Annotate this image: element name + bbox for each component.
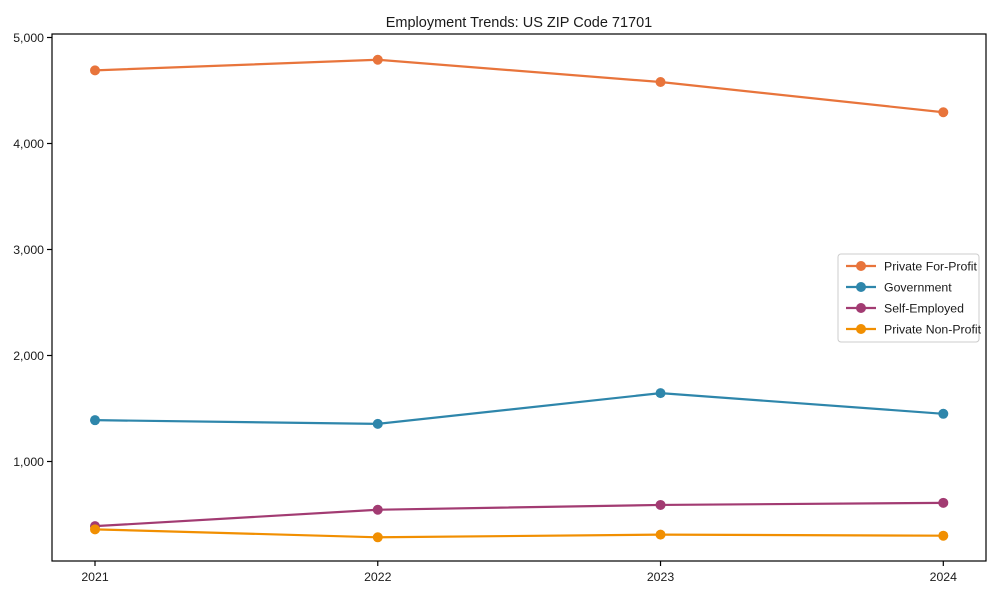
legend-entry-label: Self-Employed [884,301,964,315]
series-line-government [93,392,945,425]
x-axis-tick-label: 2024 [930,570,958,584]
x-axis-tick-label: 2023 [647,570,675,584]
legend-marker-icon [856,303,866,313]
data-point-marker [372,418,383,429]
legend-entry-label: Private For-Profit [884,259,978,273]
data-point-marker [655,388,666,399]
y-axis-tick-label: 2,000 [13,349,44,363]
data-point-marker [655,77,666,88]
y-axis-tick-label: 5,000 [13,31,44,45]
data-point-marker [372,532,383,543]
legend-entry-label: Government [884,280,952,294]
data-point-marker [938,408,949,419]
legend-marker-icon [856,324,866,334]
legend-box [837,253,980,343]
data-point-marker [90,65,100,76]
chart-title: Employment Trends: US ZIP Code 71701 [386,15,653,31]
data-point-marker [372,504,383,515]
data-point-marker [90,524,100,535]
data-point-marker [938,107,949,118]
data-point-marker [938,497,949,508]
legend-marker-icon [856,282,866,292]
data-point-marker [90,415,100,426]
y-axis-tick-label: 1,000 [13,455,44,469]
y-axis-tick-label: 3,000 [13,243,44,257]
legend-marker-icon [856,261,866,271]
legend-entry-label: Private Non-Profit [884,322,982,336]
series-line-private-non-profit [93,528,945,539]
x-axis-tick-label: 2021 [81,570,109,584]
plot-frame [51,33,987,562]
series-line-private-for-profit [93,58,945,114]
data-point-marker [655,499,666,510]
data-point-marker [655,529,666,540]
series-line-self-employed [93,501,945,528]
y-axis-tick-label: 4,000 [13,137,44,151]
legend: Private For-Profit Government Self-Employe… [837,253,982,343]
data-point-marker [938,530,949,541]
x-axis-tick-label: 2022 [364,570,392,584]
data-point-marker [372,54,383,65]
plot-area: 1,000 2,000 3,000 4,000 5,000 2021 2022 2023 202… [13,31,987,584]
